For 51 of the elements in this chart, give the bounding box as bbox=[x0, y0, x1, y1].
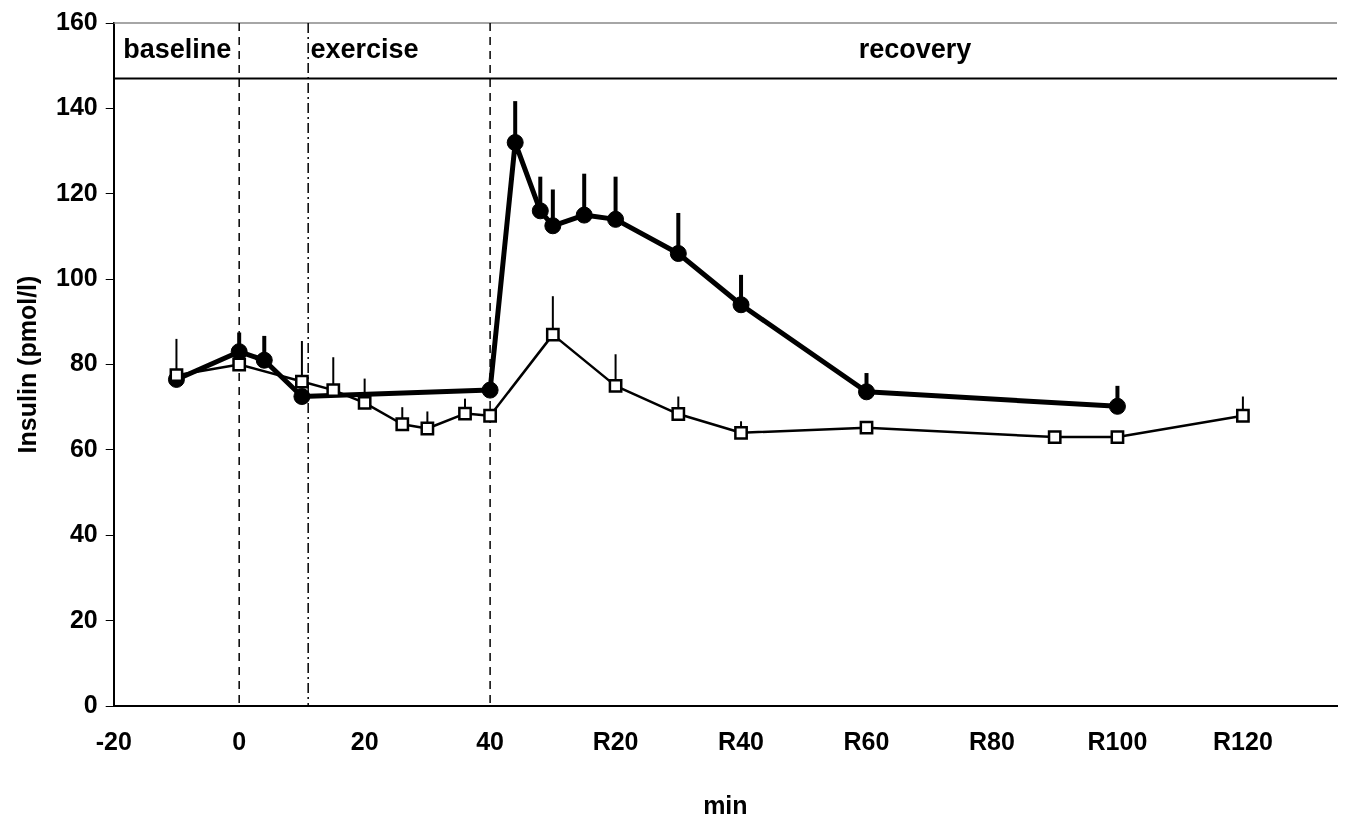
y-tick-label: 0 bbox=[83, 689, 98, 718]
point bbox=[458, 406, 472, 421]
annotation: recovery bbox=[858, 34, 972, 65]
point bbox=[1108, 397, 1126, 415]
point bbox=[544, 217, 562, 235]
point bbox=[1110, 430, 1125, 444]
point bbox=[357, 396, 372, 410]
x-tick-label: R60 bbox=[843, 726, 890, 755]
point bbox=[608, 378, 623, 393]
y-tick-label: 140 bbox=[55, 92, 98, 121]
x-axis-title: min bbox=[703, 790, 748, 819]
point bbox=[531, 202, 549, 220]
point bbox=[483, 408, 498, 423]
x-tick-label: 40 bbox=[476, 726, 505, 755]
x-tick-label: R40 bbox=[718, 726, 764, 755]
x-tick-label: R80 bbox=[969, 726, 1015, 755]
x-tick-label: R100 bbox=[1087, 726, 1148, 755]
y-tick-label: 60 bbox=[69, 433, 98, 462]
point bbox=[575, 206, 593, 224]
point bbox=[293, 388, 311, 406]
y-tick-label: 80 bbox=[69, 348, 98, 377]
y-tick-label: 100 bbox=[55, 263, 98, 292]
x-tick-label: R20 bbox=[592, 726, 639, 755]
x-tick-label: R120 bbox=[1213, 726, 1273, 755]
point bbox=[859, 420, 874, 435]
y-tick-label: 40 bbox=[69, 519, 98, 548]
point bbox=[732, 296, 750, 314]
y-tick-label: 160 bbox=[55, 6, 98, 35]
x-tick-label: -20 bbox=[95, 726, 132, 755]
point bbox=[481, 381, 499, 399]
point bbox=[506, 134, 524, 152]
y-axis-title: Insulin (pmol/l) bbox=[12, 275, 41, 454]
point bbox=[232, 357, 247, 372]
point bbox=[255, 351, 273, 369]
x-tick-label: 20 bbox=[350, 726, 379, 755]
point bbox=[671, 407, 686, 421]
point bbox=[858, 383, 875, 401]
point bbox=[734, 425, 748, 440]
point bbox=[545, 327, 560, 342]
y-tick-label: 20 bbox=[69, 604, 98, 633]
y-tick-label: 120 bbox=[55, 177, 98, 206]
point bbox=[295, 374, 309, 389]
point bbox=[395, 417, 410, 432]
point bbox=[669, 245, 687, 263]
point bbox=[1047, 430, 1062, 444]
point bbox=[420, 421, 435, 436]
x-tick-label: 0 bbox=[232, 726, 247, 755]
point bbox=[607, 210, 625, 228]
annotation: baseline bbox=[123, 34, 232, 65]
annotation: exercise bbox=[310, 34, 419, 65]
point bbox=[1235, 408, 1250, 423]
